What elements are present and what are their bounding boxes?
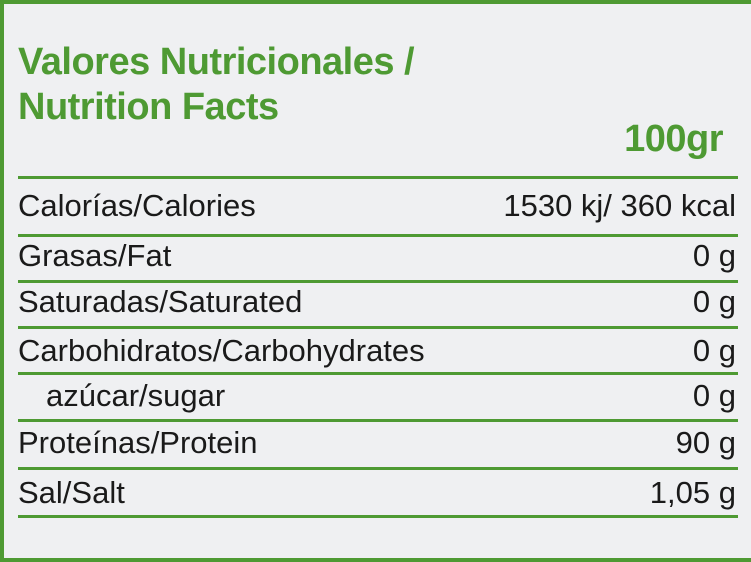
row-label: Saturadas/Saturated [18, 284, 303, 319]
divider [18, 326, 738, 329]
divider [18, 372, 738, 375]
title-line-1: Valores Nutricionales / [18, 41, 415, 83]
row-value: 1530 kj/ 360 kcal [503, 188, 736, 223]
table-row: Sal/Salt 1,05 g [18, 475, 736, 511]
divider [18, 234, 738, 237]
row-value: 0 g [692, 284, 736, 319]
row-label: Grasas/Fat [18, 238, 172, 273]
table-row: Carbohidratos/Carbohydrates 0 g [18, 333, 736, 369]
divider [18, 515, 738, 518]
table-row: Saturadas/Saturated 0 g [18, 284, 736, 320]
row-value: 1,05 g [649, 475, 736, 510]
row-value: 0 g [692, 238, 736, 273]
row-value: 0 g [692, 333, 736, 368]
nutrition-title: Valores Nutricionales / Nutrition Facts [18, 40, 415, 130]
serving-size: 100gr [624, 118, 723, 160]
row-value: 0 g [692, 378, 736, 413]
table-row: Proteínas/Protein 90 g [18, 425, 736, 461]
divider [18, 176, 738, 179]
row-label: Proteínas/Protein [18, 425, 258, 460]
divider [18, 419, 738, 422]
title-line-2: Nutrition Facts [18, 86, 279, 128]
row-label: Sal/Salt [18, 475, 125, 510]
divider [18, 467, 738, 470]
row-label: Calorías/Calories [18, 188, 256, 223]
row-value: 90 g [675, 425, 736, 460]
row-label: azúcar/sugar [46, 378, 226, 413]
divider [18, 280, 738, 283]
table-row: Calorías/Calories 1530 kj/ 360 kcal [18, 188, 736, 224]
table-row: Grasas/Fat 0 g [18, 238, 736, 274]
table-row: azúcar/sugar 0 g [18, 378, 736, 414]
row-label: Carbohidratos/Carbohydrates [18, 333, 425, 368]
